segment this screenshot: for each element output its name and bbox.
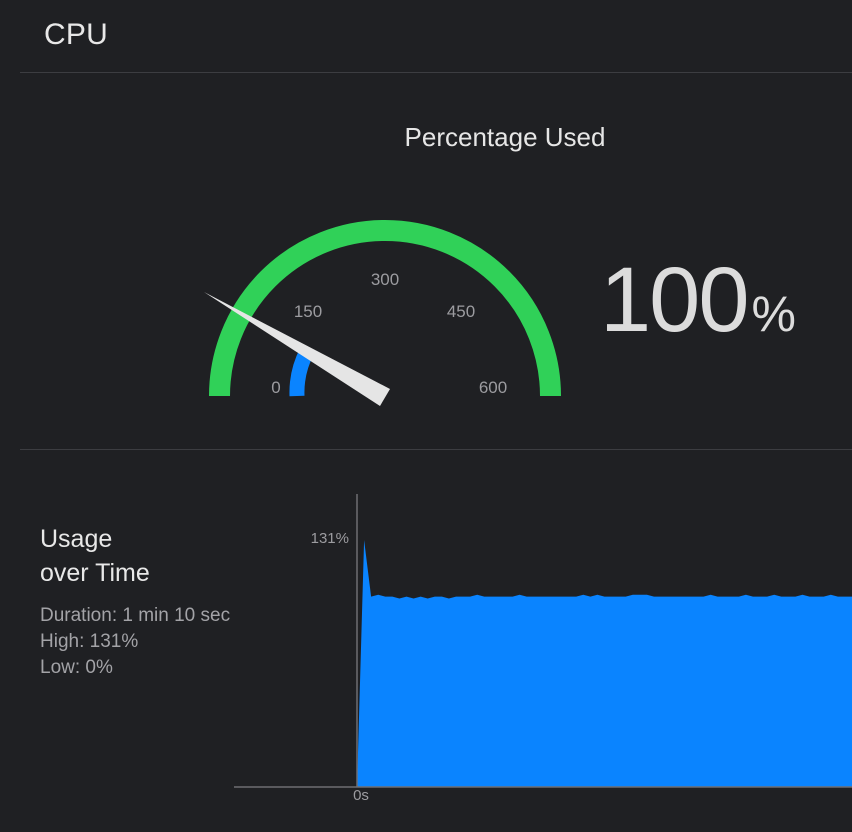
usage-title: Usage over Time [40, 522, 150, 590]
gauge-tick-300: 300 [371, 270, 399, 289]
high-stat: High: 131% [40, 631, 139, 652]
gauge-tick-0: 0 [271, 378, 280, 397]
cpu-percentage-unit: % [751, 286, 796, 342]
duration-stat: Duration: 1 min 10 sec [40, 605, 231, 626]
gauge-tick-600: 600 [479, 378, 507, 397]
cpu-gauge: 0 150 300 450 600 [204, 220, 561, 406]
x-start-label: 0s [353, 787, 369, 804]
gauge-tick-150: 150 [294, 302, 322, 321]
usage-title-line1: Usage [40, 525, 113, 553]
usage-area-series [357, 540, 852, 787]
divider [20, 72, 852, 73]
gauge-needle [204, 292, 390, 406]
y-max-label: 131% [311, 530, 349, 547]
cpu-percentage-value: 100 [600, 249, 749, 351]
panel-title: CPU [44, 18, 108, 51]
divider [20, 449, 852, 450]
gauge-title: Percentage Used [404, 122, 606, 152]
usage-title-line2: over Time [40, 559, 150, 587]
low-stat: Low: 0% [40, 657, 113, 678]
gauge-tick-450: 450 [447, 302, 475, 321]
gauge-track [209, 220, 561, 397]
cpu-percentage-readout: 100% [600, 248, 796, 353]
